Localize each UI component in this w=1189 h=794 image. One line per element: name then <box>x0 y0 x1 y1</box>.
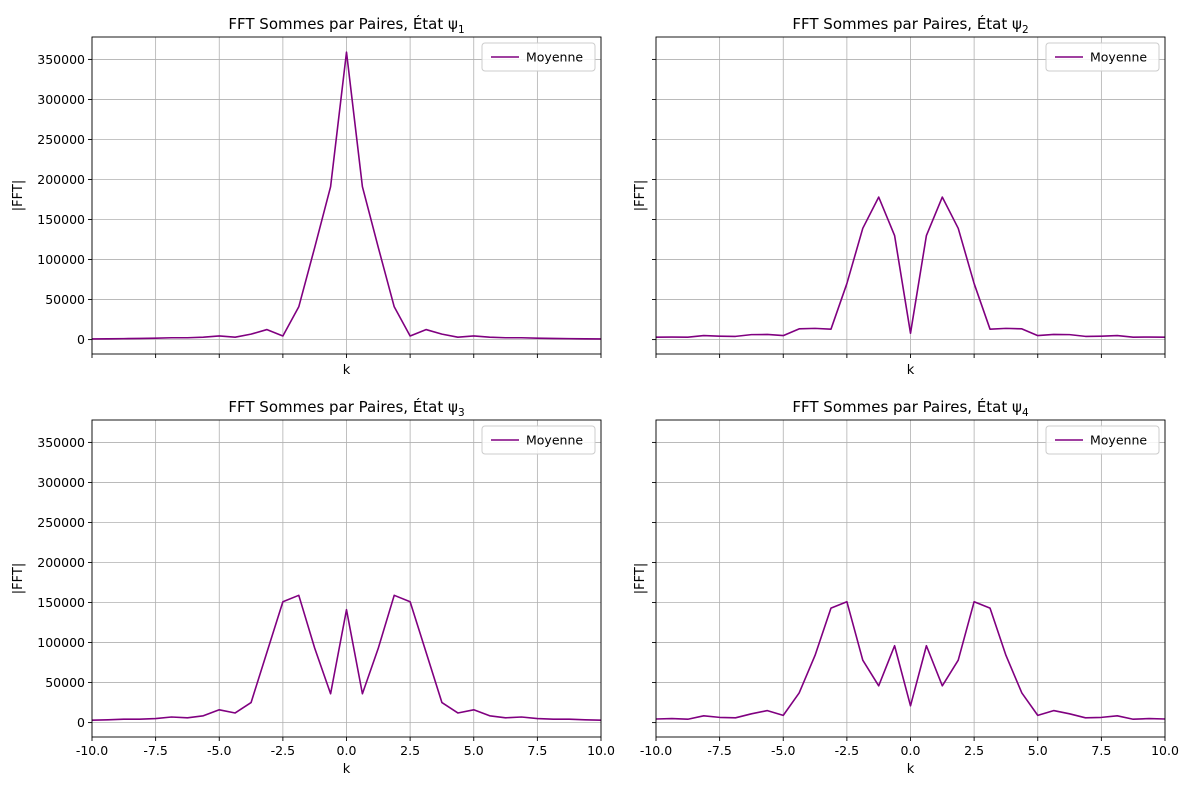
series-line-moyenne <box>92 51 601 340</box>
x-tick-label: 10.0 <box>1151 743 1179 758</box>
chart-title: FFT Sommes par Paires, État ψ3 <box>228 397 464 419</box>
chart-title-subscript: 2 <box>1022 24 1029 36</box>
y-axis-label: |FFT| <box>633 180 648 211</box>
chart-title: FFT Sommes par Paires, État ψ4 <box>792 397 1029 419</box>
legend-box <box>481 42 596 72</box>
x-tick-label: -2.5 <box>271 743 295 758</box>
y-tick-label: 100000 <box>37 635 85 650</box>
x-tick-label: -7.5 <box>143 743 167 758</box>
x-axis-label: k <box>907 762 915 777</box>
legend-label: Moyenne <box>1090 433 1147 448</box>
y-axis-label: |FFT| <box>11 180 26 211</box>
x-tick-label: 2.5 <box>964 743 984 758</box>
subplot-2: k |FFT| FFT Sommes par Paires, État ψ2 Moye… <box>633 14 1166 378</box>
y-tick-label: 100000 <box>37 252 85 267</box>
y-tick-label: 250000 <box>37 515 85 530</box>
x-tick-label: 5.0 <box>1028 743 1048 758</box>
chart-title: FFT Sommes par Paires, État ψ2 <box>792 14 1028 36</box>
x-tick-label: 0.0 <box>337 743 357 758</box>
y-axis-label: |FFT| <box>633 563 648 594</box>
x-tick-label: 7.5 <box>1091 743 1111 758</box>
legend-label: Moyenne <box>526 433 583 448</box>
series-line-moyenne <box>656 600 1165 721</box>
x-tick-label: 10.0 <box>587 743 615 758</box>
x-tick-label: -10.0 <box>76 743 108 758</box>
y-tick-label: 350000 <box>37 435 85 450</box>
legend-label: Moyenne <box>526 50 583 65</box>
series-line-moyenne <box>92 594 601 721</box>
chart-title-main: FFT Sommes par Paires, État ψ <box>228 397 458 416</box>
x-axis-label: k <box>343 363 351 378</box>
y-tick-label: 150000 <box>37 595 85 610</box>
y-tick-label: 350000 <box>37 52 85 67</box>
y-tick-label: 50000 <box>45 292 85 307</box>
x-tick-label: -7.5 <box>707 743 731 758</box>
chart-title-subscript: 3 <box>458 407 465 419</box>
x-tick-label: -10.0 <box>640 743 672 758</box>
x-tick-label: -5.0 <box>771 743 795 758</box>
series-line-moyenne <box>656 196 1165 338</box>
chart-title-subscript: 1 <box>458 24 465 36</box>
x-tick-label: 0.0 <box>901 743 921 758</box>
x-tick-label: 5.0 <box>464 743 484 758</box>
x-tick-label: -5.0 <box>207 743 231 758</box>
y-axis-label: |FFT| <box>11 563 26 594</box>
legend-box <box>1045 425 1160 455</box>
chart-title-main: FFT Sommes par Paires, État ψ <box>228 14 458 33</box>
x-tick-label: 7.5 <box>527 743 547 758</box>
legend-box <box>481 425 596 455</box>
y-tick-label: 0 <box>77 332 85 347</box>
x-tick-label: 2.5 <box>400 743 420 758</box>
x-axis-label: k <box>907 363 915 378</box>
chart-title-main: FFT Sommes par Paires, État ψ <box>792 14 1022 33</box>
y-tick-label: 50000 <box>45 675 85 690</box>
subplot-3: -10.0 -7.5 -5.0 -2.5 0.0 2.5 5.0 7.5 10.0 0 50000 1… <box>11 397 615 777</box>
y-tick-label: 200000 <box>37 555 85 570</box>
y-tick-label: 300000 <box>37 475 85 490</box>
y-tick-label: 150000 <box>37 212 85 227</box>
x-tick-label: -2.5 <box>835 743 859 758</box>
legend-box <box>1045 42 1160 72</box>
x-axis-label: k <box>343 762 351 777</box>
subplot-4: -10.0 -7.5 -5.0 -2.5 0.0 2.5 5.0 7.5 10.0 k |FFT| F… <box>633 397 1179 777</box>
y-tick-label: 250000 <box>37 132 85 147</box>
chart-title: FFT Sommes par Paires, État ψ1 <box>228 14 464 36</box>
chart-title-subscript: 4 <box>1022 407 1029 419</box>
y-tick-label: 0 <box>77 715 85 730</box>
subplot-1: 0 50000 100000 150000 200000 250000 300000 3500… <box>11 14 602 378</box>
chart-title-main: FFT Sommes par Paires, État ψ <box>792 397 1022 416</box>
y-tick-label: 200000 <box>37 172 85 187</box>
legend-label: Moyenne <box>1090 50 1147 65</box>
y-tick-label: 300000 <box>37 92 85 107</box>
